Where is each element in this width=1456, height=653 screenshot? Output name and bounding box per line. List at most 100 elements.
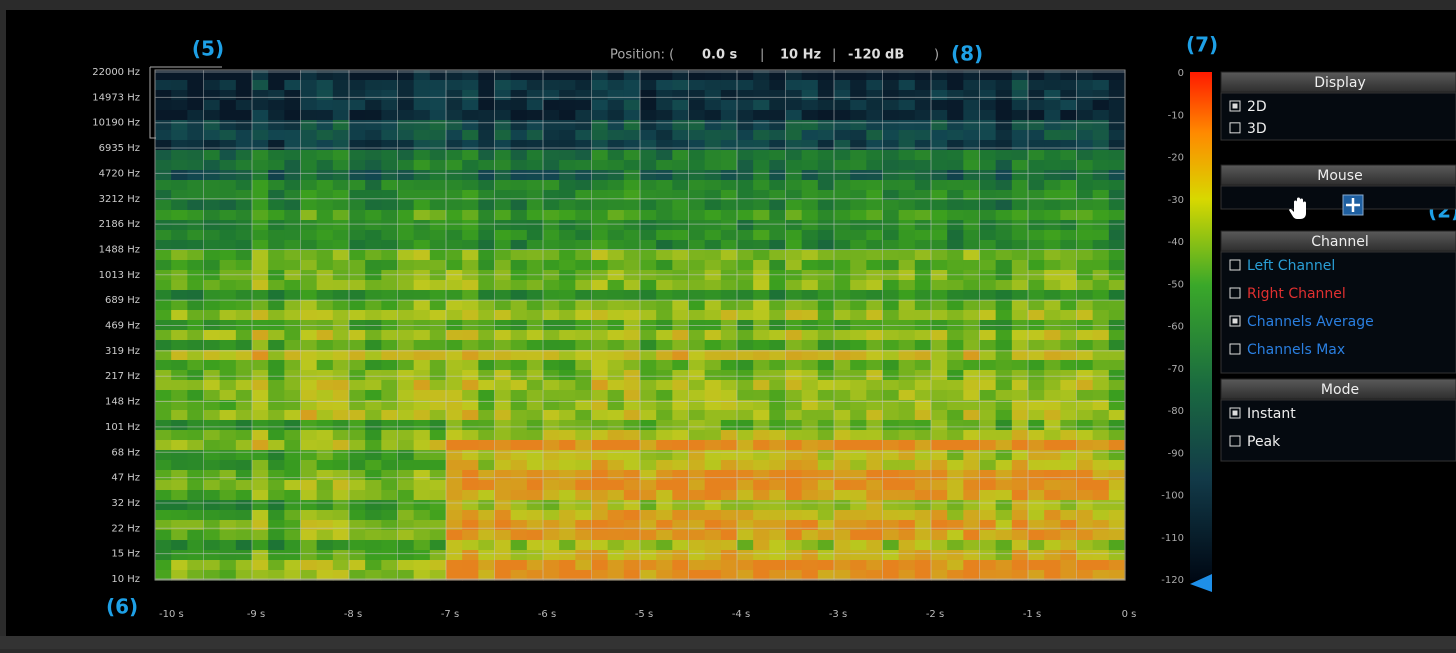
spectrogram-cell [931,420,948,431]
spectrogram-cell [624,90,641,101]
spectrogram-cell [187,220,204,231]
spectrogram-cell [252,200,269,211]
spectrogram-cell [252,370,269,381]
spectrogram-cell [1109,540,1126,551]
spectrogram-cell [915,90,932,101]
spectrogram-cell [220,250,237,261]
spectrogram-cell [478,220,495,231]
option-label[interactable]: Peak [1247,434,1281,450]
spectrogram-cell [1028,220,1045,231]
spectrogram-cell [430,210,447,221]
spectrogram-cell [802,290,819,301]
spectrogram-cell [511,560,528,571]
spectrogram-cell [640,540,657,551]
spectrogram-cell [268,100,285,111]
spectrogram-cell [527,480,544,491]
spectrogram-cell [899,440,916,451]
spectrogram-cell [1109,250,1126,261]
spectrogram-cell [721,210,738,221]
spectrogram-cell [446,560,463,571]
option-label[interactable]: Right Channel [1247,286,1346,302]
spectrogram-cell [495,340,512,351]
time-label: -8 s [344,609,362,620]
spectrogram-cell [430,560,447,571]
spectrogram-cell [592,300,609,311]
spectrogram-cell [689,160,706,171]
spectrogram-cell [1077,330,1094,341]
spectrogram-cell [155,250,172,261]
spectrogram-cell [769,290,786,301]
spectrogram-cell [1028,350,1045,361]
spectrogram-cell [786,550,803,561]
spectrogram-cell [608,460,625,471]
spectrogram-cell [1060,260,1077,271]
option-label[interactable]: Channels Average [1247,314,1374,330]
spectrogram-cell [818,420,835,431]
spectrogram-cell [689,110,706,121]
spectrogram-cell [462,200,479,211]
spectrogram-cell [947,220,964,231]
spectrogram-cell [931,110,948,121]
spectrogram-cell [575,350,592,361]
option-label[interactable]: 3D [1247,121,1267,137]
spectrogram-cell [333,520,350,531]
spectrogram-cell [931,540,948,551]
spectrogram-cell [575,90,592,101]
position-readout: | [832,48,836,63]
option-label[interactable]: 2D [1247,99,1267,115]
spectrogram-cell [721,100,738,111]
spectrogram-cell [624,280,641,291]
spectrogram-cell [284,410,301,421]
spectrogram-cell [592,260,609,271]
spectrogram-cell [495,170,512,181]
spectrogram-cell [220,340,237,351]
spectrogram-cell [963,280,980,291]
spectrogram-cell [753,460,770,471]
spectrogram-cell [284,150,301,161]
spectrogram-cell [721,450,738,461]
spectrogram-cell [284,490,301,501]
spectrogram-cell [850,470,867,481]
spectrogram-cell [1012,130,1029,141]
spectrogram-cell [414,390,431,401]
spectrogram-cell [1077,470,1094,481]
spectrogram-cell [672,210,689,221]
spectrogram-cell [575,210,592,221]
spectrogram-cell [915,430,932,441]
spectrogram-cell [187,360,204,371]
spectrogram-cell [236,220,253,231]
spectrogram-cell [381,90,398,101]
spectrogram-cell [689,250,706,261]
spectrogram-cell [1060,350,1077,361]
spectrogram-cell [317,160,334,171]
spectrogram-cell [947,460,964,471]
spectrogram-cell [462,160,479,171]
spectrogram-cell [220,140,237,151]
option-label[interactable]: Left Channel [1247,258,1335,274]
spectrogram-cell [721,380,738,391]
option-label[interactable]: Channels Max [1247,342,1345,358]
spectrogram-cell [899,470,916,481]
spectrogram-cell [1093,220,1110,231]
spectrogram-cell [430,530,447,541]
spectrogram-cell [155,370,172,381]
spectrogram-cell [365,370,382,381]
spectrogram-cell [963,420,980,431]
spectrogram-cell [915,540,932,551]
spectrogram-cell [786,370,803,381]
spectrogram-cell [284,500,301,511]
spectrogram-cell [511,260,528,271]
spectrogram-cell [575,490,592,501]
spectrogram-cell [398,480,415,491]
option-label[interactable]: Instant [1247,406,1296,422]
spectrogram-cell [786,100,803,111]
spectrogram-cell [656,220,673,231]
spectrogram-cell [575,410,592,421]
spectrogram-cell [672,500,689,511]
spectrogram-cell [236,200,253,211]
spectrogram-cell [624,470,641,481]
spectrogram-cell [220,200,237,211]
spectrogram-cell [608,120,625,131]
spectrogram-cell [963,220,980,231]
spectrogram-cell [349,510,366,521]
